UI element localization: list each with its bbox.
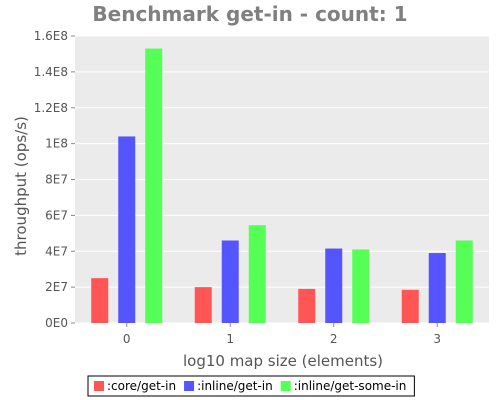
y-tick-label: 1.2E8 (34, 101, 68, 115)
bar (194, 287, 212, 323)
bar (352, 249, 370, 323)
y-tick-label: 1.6E8 (34, 29, 68, 43)
x-tick-label: 3 (433, 332, 441, 346)
y-tick-label: 1E8 (45, 137, 68, 151)
bars (91, 48, 473, 324)
bar (325, 248, 343, 323)
legend-label: :core/get-in (107, 379, 176, 393)
y-axis-label: throughput (ops/s) (12, 116, 30, 256)
bar (145, 48, 163, 324)
grid-lines (75, 35, 489, 324)
y-tick-label: 0E0 (45, 316, 68, 330)
bar (118, 136, 136, 323)
bar (91, 278, 109, 323)
x-axis: 0 1 2 3 (123, 323, 441, 346)
bar (248, 225, 266, 323)
y-tick-label: 8E7 (45, 173, 68, 187)
legend-box (87, 375, 415, 397)
bar (401, 289, 419, 323)
x-axis-label: log10 map size (elements) (183, 352, 383, 370)
x-tick-label: 0 (123, 332, 131, 346)
y-tick-label: 1.4E8 (34, 65, 68, 79)
x-tick-label: 2 (330, 332, 338, 346)
bar (455, 240, 473, 323)
y-tick-label: 4E7 (45, 244, 68, 258)
x-tick-label: 1 (226, 332, 234, 346)
legend-label: :inline/get-in (197, 379, 273, 393)
legend-swatch (280, 381, 291, 391)
y-axis: 0E0 2E7 4E7 6E7 8E7 1E8 1.2E8 1.4E8 1.6E8 (34, 29, 75, 330)
legend: :core/get-in :inline/get-in :inline/get-so… (87, 375, 415, 397)
legend-label: :inline/get-some-in (294, 379, 407, 393)
legend-swatch (94, 381, 104, 391)
bar (221, 240, 239, 323)
y-tick-label: 6E7 (45, 208, 68, 222)
bar (298, 288, 316, 323)
legend-swatch (184, 381, 195, 391)
y-tick-label: 2E7 (45, 280, 68, 294)
chart-title: Benchmark get-in - count: 1 (92, 2, 407, 26)
bar (428, 253, 446, 323)
